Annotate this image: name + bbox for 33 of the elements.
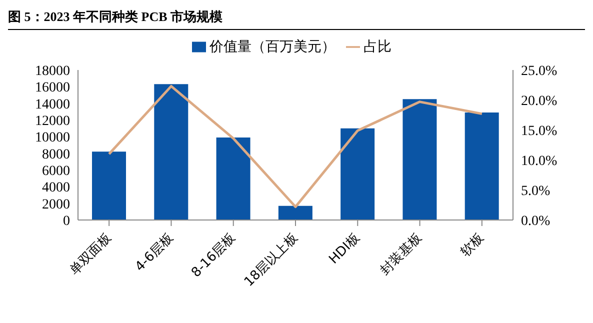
y-tick-label: 4000: [42, 180, 70, 196]
bar: [216, 138, 250, 220]
y2-tick-label: 25.0%: [521, 64, 558, 79]
x-tick-label: 4-6层板: [132, 230, 177, 275]
y-tick-label: 2000: [42, 197, 70, 212]
y-tick-label: 0: [63, 214, 70, 229]
line-series: [108, 84, 484, 208]
y-tick-label: 8000: [42, 147, 70, 162]
y2-tick-label: 15.0%: [521, 124, 558, 139]
y2-tick-label: 10.0%: [521, 154, 558, 169]
bar: [402, 99, 437, 220]
x-tick-label: 软板: [458, 230, 488, 260]
y-tick-label: 6000: [42, 164, 70, 179]
bar: [154, 84, 188, 220]
y2-tick-label: 0.0%: [521, 214, 550, 229]
x-tick-label: 18层以上板: [242, 230, 301, 290]
y-tick-label: 14000: [35, 97, 70, 112]
y2-tick-label: 20.0%: [521, 94, 558, 109]
x-tick-label: 单双面板: [67, 230, 114, 278]
x-tick-label: HDI板: [326, 230, 363, 268]
y-tick-label: 10000: [35, 130, 70, 146]
bar: [278, 206, 312, 220]
bar: [340, 128, 375, 220]
bar: [464, 112, 499, 220]
chart-title: 图 5：2023 年不同种类 PCB 市场规模: [8, 8, 585, 30]
y-tick-label: 18000: [35, 64, 70, 79]
y-tick-label: 12000: [35, 114, 70, 129]
legend-label: 占比: [364, 39, 392, 55]
x-tick-label: 封装基板: [378, 230, 426, 278]
y-tick-label: 16000: [35, 80, 70, 96]
legend-label: 价值量（百万美元）: [210, 39, 336, 55]
y2-tick-label: 5.0%: [521, 184, 550, 199]
bar: [92, 152, 126, 220]
